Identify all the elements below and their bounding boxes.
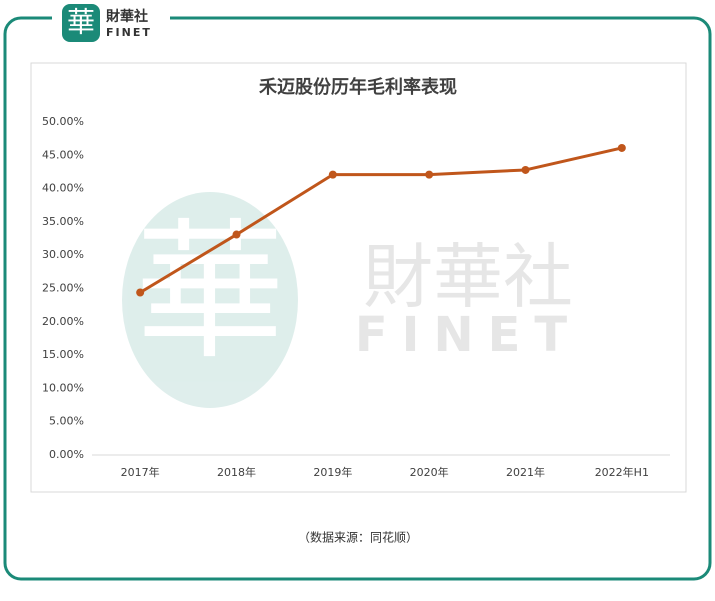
x-tick-label: 2021年 (506, 465, 545, 479)
y-tick-label: 20.00% (42, 315, 84, 328)
x-tick-label: 2019年 (313, 465, 352, 479)
logo-icon: 華 (67, 6, 95, 39)
line (139, 146, 623, 294)
logo-name: 財華社 (105, 8, 148, 25)
y-tick-label: 15.00% (42, 348, 84, 361)
y-tick-label: 25.00% (42, 282, 84, 295)
y-tick-label: 40.00% (42, 182, 84, 195)
watermark-name-en: FINET (355, 307, 581, 363)
watermark-name: 財華社 (363, 236, 573, 318)
point (232, 230, 241, 239)
source: （数据来源：同花顺） (298, 530, 418, 545)
chart-title: 禾迈股份历年毛利率表现 (259, 76, 457, 98)
chart-area (30, 62, 687, 493)
y-tick-label: 35.00% (42, 215, 84, 228)
watermark-bg (122, 192, 298, 408)
point (617, 143, 626, 152)
x-tick-label: 2017年 (121, 465, 160, 479)
x-tick-label: 2018年 (217, 465, 256, 479)
point (136, 288, 145, 297)
y-tick-label: 30.00% (42, 248, 84, 261)
x-tick-label: 2020年 (410, 465, 449, 479)
watermark: 華 財華社 FINET (122, 192, 581, 408)
point (425, 170, 434, 179)
y-tick-label: 10.00% (42, 381, 84, 394)
x-tick-label: 2022年H1 (595, 465, 649, 479)
logo-icon-bg (62, 4, 100, 42)
logo-name-en: FINET (106, 26, 152, 39)
point (521, 165, 530, 174)
y-tick-label: 50.00% (42, 115, 84, 128)
y-tick-label: 0.00% (49, 448, 84, 461)
point (328, 170, 337, 179)
frame (3, 16, 712, 581)
y-tick-label: 5.00% (49, 415, 84, 428)
y-tick-label: 45.00% (42, 148, 84, 161)
watermark-icon: 華 (135, 206, 285, 380)
